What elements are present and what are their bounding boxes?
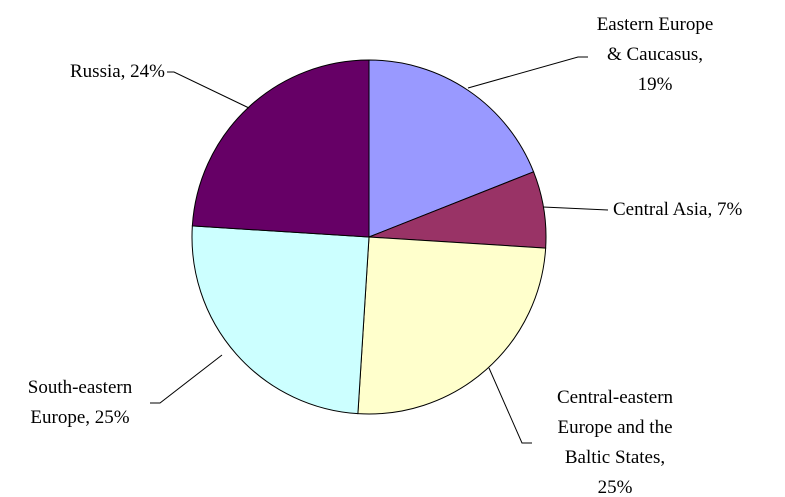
pie-slice [357, 236, 547, 415]
data-label: Central-eastern Europe and the Baltic St… [556, 387, 674, 497]
data-label: Central Asia, 7% [613, 199, 743, 220]
leader-lines [150, 56, 609, 444]
leader-line [488, 367, 532, 444]
leader-line [150, 354, 223, 404]
data-label: Russia, 24% [70, 61, 165, 82]
pie-slice [191, 59, 370, 238]
wedges [191, 59, 547, 415]
data-label: South-eastern Europe, 25% [27, 377, 133, 428]
pie-slice [191, 225, 370, 415]
leader-line [467, 56, 588, 89]
leader-line [167, 71, 250, 109]
pie-slice [368, 59, 535, 238]
data-label: Eastern Europe & Caucasus, 19% [596, 14, 714, 95]
leader-line [542, 206, 609, 211]
